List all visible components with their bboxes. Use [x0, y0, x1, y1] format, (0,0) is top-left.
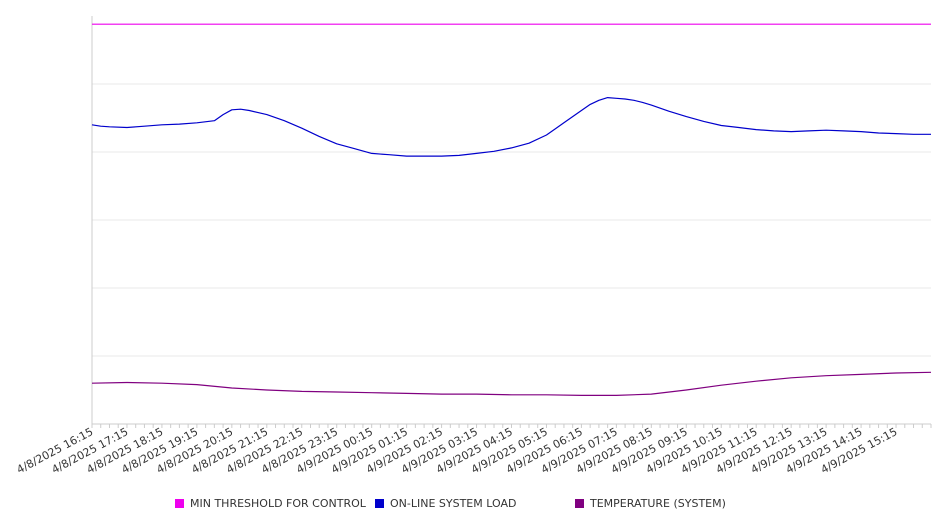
grid-lines — [92, 83, 931, 357]
legend-label: TEMPERATURE (SYSTEM) — [590, 497, 726, 510]
legend-label: MIN THRESHOLD FOR CONTROL — [190, 497, 366, 510]
series-line-2 — [91, 371, 932, 396]
legend-item[interactable]: TEMPERATURE (SYSTEM) — [575, 497, 726, 510]
legend-item[interactable]: MIN THRESHOLD FOR CONTROL — [175, 497, 366, 510]
x-tick-labels: 4/8/2025 16:154/8/2025 17:154/8/2025 18:… — [15, 425, 900, 476]
series-line-1 — [91, 96, 931, 157]
legend-swatch — [175, 499, 184, 508]
series-lines — [91, 23, 932, 396]
legend-swatch — [575, 499, 584, 508]
legend: MIN THRESHOLD FOR CONTROL ON-LINE SYSTEM … — [0, 497, 946, 515]
legend-swatch — [375, 499, 384, 508]
legend-item[interactable]: ON-LINE SYSTEM LOAD — [375, 497, 516, 510]
axes — [91, 16, 932, 428]
legend-label: ON-LINE SYSTEM LOAD — [390, 497, 517, 510]
